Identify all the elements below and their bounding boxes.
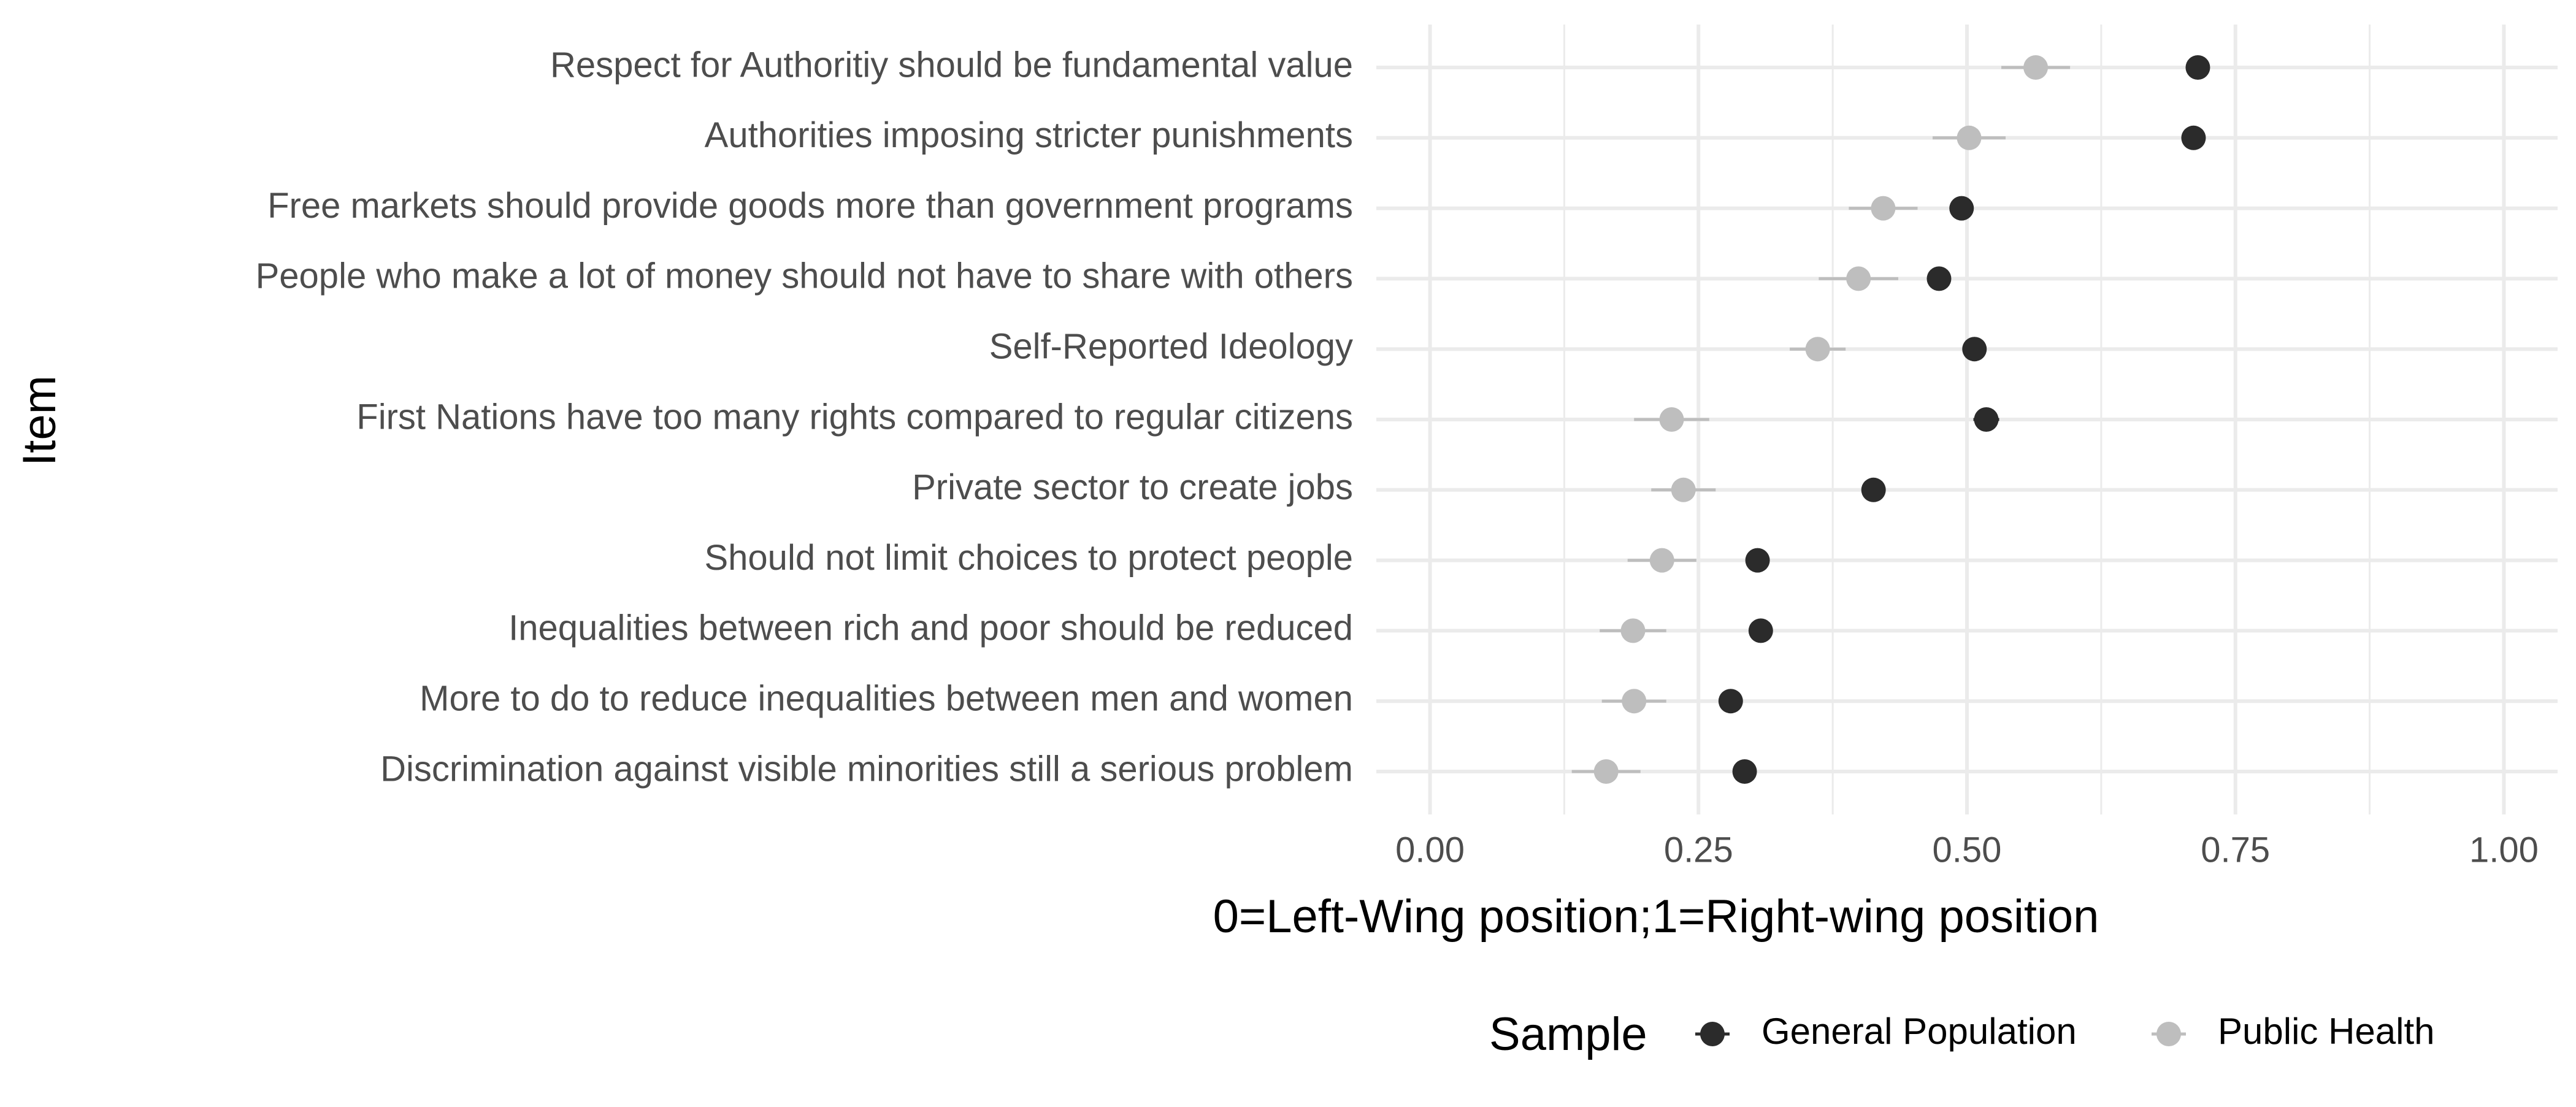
legend-items: General Population Public Health — [1695, 1011, 2435, 1052]
general-population-point — [2181, 125, 2206, 150]
general-population-point — [1861, 477, 1886, 502]
y-tick-label: Should not limit choices to protect peop… — [704, 538, 1353, 578]
general-population-point — [1962, 337, 1987, 362]
y-axis-title: Item — [13, 375, 66, 466]
y-tick-label: Respect for Authoritiy should be fundame… — [550, 45, 1353, 85]
general-population-point — [1949, 196, 1974, 221]
legend: Sample General Population Public Health — [1489, 1008, 2435, 1060]
legend-label-general-population: General Population — [1761, 1011, 2077, 1052]
y-tick-label: Inequalities between rich and poor shoul… — [508, 608, 1353, 648]
x-tick-label: 0.00 — [1395, 830, 1465, 870]
public-health-point — [1593, 759, 1619, 784]
x-tick-label: 0.25 — [1664, 830, 1733, 870]
y-axis-tick-labels: Respect for Authoritiy should be fundame… — [256, 45, 1353, 789]
y-tick-label: Self-Reported Ideology — [989, 327, 1353, 367]
general-population-point — [1732, 759, 1757, 784]
x-axis-title: 0=Left-Wing position;1=Right-wing positi… — [1213, 891, 2099, 943]
public-health-point — [1649, 548, 1674, 573]
y-tick-label: People who make a lot of money should no… — [256, 256, 1353, 296]
legend-key-general-population-point — [1700, 1022, 1725, 1046]
public-health-point — [2023, 55, 2049, 80]
public-health-point — [1957, 125, 1982, 150]
public-health-point — [1622, 689, 1647, 714]
public-health-point — [1805, 337, 1830, 362]
legend-label-public-health: Public Health — [2218, 1011, 2435, 1052]
x-tick-label: 0.50 — [1933, 830, 2002, 870]
x-tick-label: 0.75 — [2201, 830, 2270, 870]
legend-key-public-health-point — [2156, 1022, 2181, 1046]
y-tick-label: Authorities imposing stricter punishment… — [705, 115, 1353, 155]
point-layer — [1593, 55, 2210, 784]
legend-title: Sample — [1489, 1008, 1647, 1060]
general-population-point — [1718, 689, 1743, 714]
x-tick-label: 1.00 — [2469, 830, 2539, 870]
y-tick-label: Discrimination against visible minoritie… — [380, 749, 1353, 789]
general-population-point — [1926, 266, 1952, 291]
general-population-point — [2185, 55, 2210, 80]
y-tick-label: Private sector to create jobs — [912, 467, 1353, 507]
general-population-point — [1974, 407, 1999, 432]
y-tick-label: More to do to reduce inequalities betwee… — [420, 679, 1353, 719]
general-population-point — [1748, 618, 1773, 643]
y-tick-label: First Nations have too many rights compa… — [356, 397, 1353, 437]
public-health-point — [1659, 407, 1684, 432]
y-tick-label: Free markets should provide goods more t… — [267, 186, 1353, 226]
public-health-point — [1846, 266, 1871, 291]
public-health-point — [1871, 196, 1896, 221]
x-axis-tick-labels: 0.00 0.25 0.50 0.75 1.00 — [1395, 830, 2539, 870]
public-health-point — [1620, 618, 1646, 643]
public-health-point — [1671, 477, 1696, 502]
general-population-point — [1745, 548, 1770, 573]
